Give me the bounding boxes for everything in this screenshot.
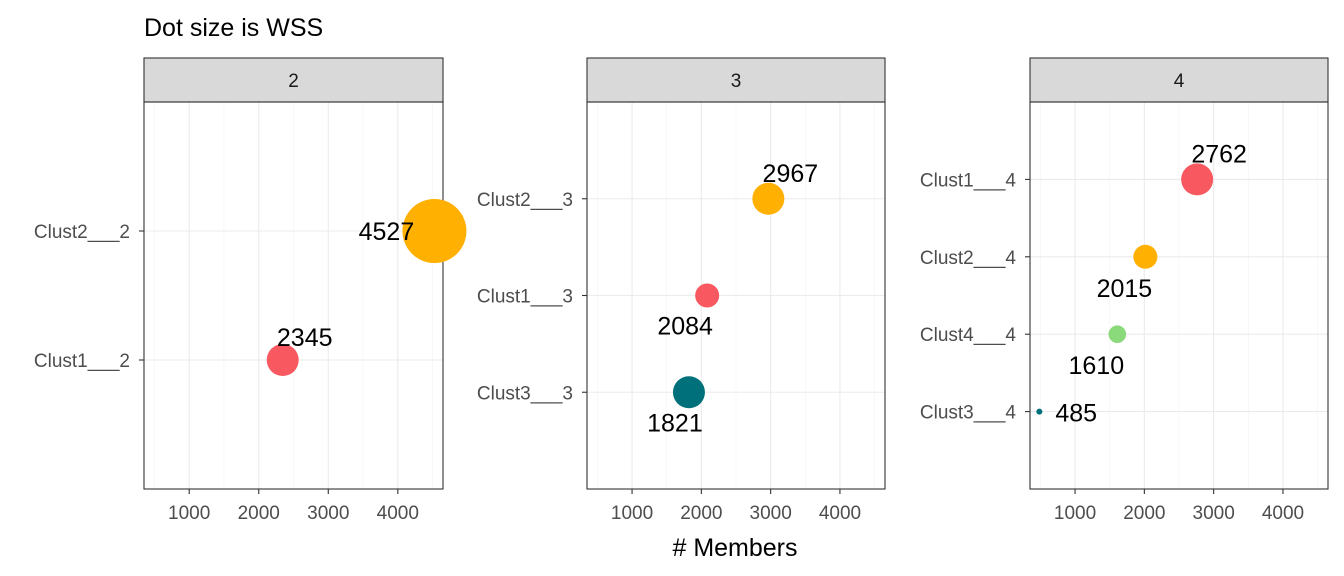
data-point <box>1133 244 1158 269</box>
data-point <box>1036 408 1043 415</box>
panel-border <box>143 101 444 490</box>
data-label: 4527 <box>359 218 415 246</box>
x-tick-label: 2000 <box>1123 503 1165 524</box>
y-tick-label: Clust3___4 <box>920 403 1017 424</box>
data-label: 2015 <box>1097 275 1153 303</box>
x-tick-label: 3000 <box>1193 503 1235 524</box>
x-tick-label: 3000 <box>750 503 792 524</box>
data-label: 1610 <box>1069 352 1125 380</box>
data-label: 2762 <box>1191 140 1247 168</box>
data-label: 2345 <box>277 324 333 352</box>
x-tick-label: 1000 <box>611 503 653 524</box>
data-label: 1821 <box>647 409 703 437</box>
data-point <box>1181 163 1214 196</box>
panel-4: 4 1000 2000 3000 4000 Clust3___4 Clust4___4 Clu… <box>920 57 1329 524</box>
x-tick-label: 1000 <box>168 503 210 524</box>
facet-strip-label: 4 <box>1174 71 1185 92</box>
facet-strip-label: 3 <box>731 71 742 92</box>
data-point <box>695 283 720 308</box>
data-label: 2084 <box>657 313 713 341</box>
y-tick-label: Clust1___4 <box>920 170 1017 191</box>
x-axis-title: # Members <box>672 534 797 562</box>
facet-strip-label: 2 <box>288 71 299 92</box>
panel-border <box>1029 101 1329 490</box>
facet-strip <box>586 57 886 103</box>
data-point <box>266 344 299 376</box>
y-tick-label: Clust2___3 <box>477 190 573 211</box>
x-tick-label: 2000 <box>238 503 280 524</box>
data-point <box>1108 325 1127 344</box>
data-label: 2967 <box>763 160 819 188</box>
panel-2: 2 1000 2000 3000 4000 Clust1___2 Clust2___2 234… <box>34 57 467 524</box>
y-tick-label: Clust4___4 <box>920 325 1017 346</box>
data-point <box>672 376 705 409</box>
y-tick-label: Clust3___3 <box>477 383 573 404</box>
facet-strip <box>1029 57 1329 103</box>
panel-3: 3 1000 2000 3000 4000 Clust3___3 Clust1___3 Clu… <box>477 57 886 524</box>
x-tick-label: 3000 <box>307 503 349 524</box>
chart-title: Dot size is WSS <box>144 14 323 42</box>
x-tick-label: 4000 <box>819 503 861 524</box>
x-tick-label: 4000 <box>1262 503 1304 524</box>
y-tick-label: Clust2___2 <box>34 222 130 243</box>
x-tick-label: 2000 <box>680 503 722 524</box>
facet-strip <box>143 57 444 103</box>
data-point <box>752 182 785 215</box>
x-tick-label: 1000 <box>1054 503 1096 524</box>
panels: 2 1000 2000 3000 4000 Clust1___2 Clust2___2 234… <box>34 57 1329 524</box>
y-tick-label: Clust1___2 <box>34 351 130 372</box>
y-tick-label: Clust1___3 <box>477 287 573 308</box>
y-tick-label: Clust2___4 <box>920 248 1017 269</box>
data-label: 485 <box>1055 400 1097 428</box>
x-tick-label: 4000 <box>377 503 419 524</box>
data-point <box>402 199 467 263</box>
